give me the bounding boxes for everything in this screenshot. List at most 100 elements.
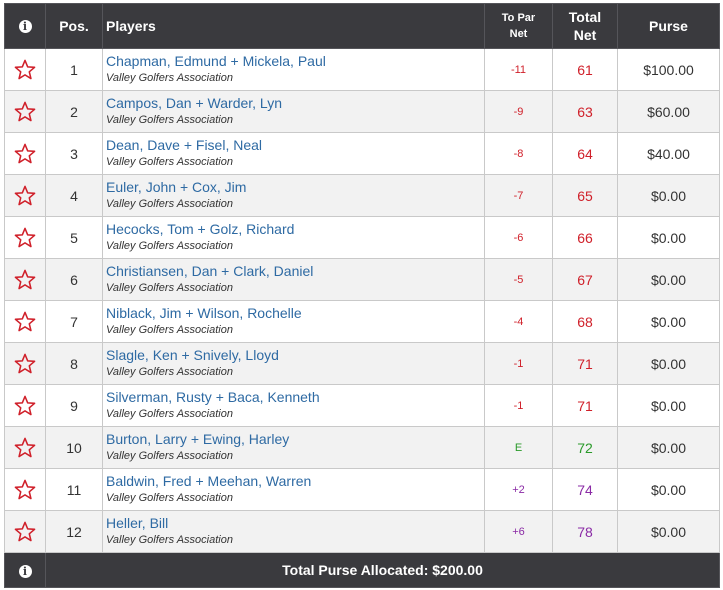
purse: $0.00 xyxy=(617,258,720,301)
player-names-link[interactable]: Slagle, Ken + Snively, Lloyd xyxy=(106,347,279,363)
star-outline-icon[interactable] xyxy=(14,311,36,332)
total-net: 66 xyxy=(552,216,618,259)
star-outline-icon[interactable] xyxy=(14,479,36,500)
position: 6 xyxy=(45,258,103,301)
header-to-par-line1: To Par xyxy=(501,12,536,24)
to-par-net: -7 xyxy=(484,174,553,217)
player-names-link[interactable]: Niblack, Jim + Wilson, Rochelle xyxy=(106,305,302,321)
position: 2 xyxy=(45,90,103,133)
purse: $0.00 xyxy=(617,342,720,385)
table-row: 1 Chapman, Edmund + Mickela, Paul Valley… xyxy=(4,48,720,91)
to-par-net: E xyxy=(484,426,553,469)
players-cell: Heller, Bill Valley Golfers Association xyxy=(102,510,485,553)
footer-info-cell[interactable]: i xyxy=(4,552,46,588)
purse: $0.00 xyxy=(617,384,720,427)
position: 9 xyxy=(45,384,103,427)
players-cell: Campos, Dan + Warder, Lyn Valley Golfers… xyxy=(102,90,485,133)
favorite-cell[interactable] xyxy=(4,510,46,553)
total-net: 68 xyxy=(552,300,618,343)
player-names-link[interactable]: Burton, Larry + Ewing, Harley xyxy=(106,431,290,447)
header-info-cell[interactable]: i xyxy=(4,3,46,49)
to-par-net: -4 xyxy=(484,300,553,343)
club-name: Valley Golfers Association xyxy=(106,72,233,84)
star-outline-icon[interactable] xyxy=(14,59,36,80)
table-body: 1 Chapman, Edmund + Mickela, Paul Valley… xyxy=(4,48,720,553)
player-names-link[interactable]: Heller, Bill xyxy=(106,515,169,531)
header-pos: Pos. xyxy=(45,3,103,49)
player-names-link[interactable]: Campos, Dan + Warder, Lyn xyxy=(106,95,282,111)
players-cell: Silverman, Rusty + Baca, Kenneth Valley … xyxy=(102,384,485,427)
total-net: 64 xyxy=(552,132,618,175)
favorite-cell[interactable] xyxy=(4,132,46,175)
favorite-cell[interactable] xyxy=(4,342,46,385)
star-outline-icon[interactable] xyxy=(14,437,36,458)
favorite-cell[interactable] xyxy=(4,258,46,301)
position: 10 xyxy=(45,426,103,469)
to-par-net: -9 xyxy=(484,90,553,133)
club-name: Valley Golfers Association xyxy=(106,492,233,504)
favorite-cell[interactable] xyxy=(4,174,46,217)
table-row: 5 Hecocks, Tom + Golz, Richard Valley Go… xyxy=(4,216,720,259)
total-net: 71 xyxy=(552,384,618,427)
player-names-link[interactable]: Hecocks, Tom + Golz, Richard xyxy=(106,221,295,237)
favorite-cell[interactable] xyxy=(4,384,46,427)
table-row: 2 Campos, Dan + Warder, Lyn Valley Golfe… xyxy=(4,90,720,133)
to-par-net: -5 xyxy=(484,258,553,301)
header-players: Players xyxy=(102,3,485,49)
table-row: 6 Christiansen, Dan + Clark, Daniel Vall… xyxy=(4,258,720,301)
favorite-cell[interactable] xyxy=(4,216,46,259)
club-name: Valley Golfers Association xyxy=(106,450,233,462)
player-names-link[interactable]: Baldwin, Fred + Meehan, Warren xyxy=(106,473,312,489)
table-row: 7 Niblack, Jim + Wilson, Rochelle Valley… xyxy=(4,300,720,343)
favorite-cell[interactable] xyxy=(4,48,46,91)
table-row: 8 Slagle, Ken + Snively, Lloyd Valley Go… xyxy=(4,342,720,385)
purse: $0.00 xyxy=(617,216,720,259)
purse: $0.00 xyxy=(617,510,720,553)
player-names-link[interactable]: Euler, John + Cox, Jim xyxy=(106,179,247,195)
leaderboard-table: i Pos. Players To Par Net Total Net Purs… xyxy=(4,3,720,588)
info-icon[interactable]: i xyxy=(18,565,32,578)
total-net: 63 xyxy=(552,90,618,133)
table-row: 10 Burton, Larry + Ewing, Harley Valley … xyxy=(4,426,720,469)
star-outline-icon[interactable] xyxy=(14,521,36,542)
purse: $0.00 xyxy=(617,468,720,511)
info-icon[interactable]: i xyxy=(18,20,32,33)
star-outline-icon[interactable] xyxy=(14,227,36,248)
to-par-net: -1 xyxy=(484,384,553,427)
table-row: 12 Heller, Bill Valley Golfers Associati… xyxy=(4,510,720,553)
purse: $0.00 xyxy=(617,300,720,343)
players-cell: Chapman, Edmund + Mickela, Paul Valley G… xyxy=(102,48,485,91)
purse: $0.00 xyxy=(617,174,720,217)
favorite-cell[interactable] xyxy=(4,426,46,469)
to-par-net: -6 xyxy=(484,216,553,259)
star-outline-icon[interactable] xyxy=(14,101,36,122)
header-total-line2: Net xyxy=(573,27,597,43)
players-cell: Slagle, Ken + Snively, Lloyd Valley Golf… xyxy=(102,342,485,385)
players-cell: Dean, Dave + Fisel, Neal Valley Golfers … xyxy=(102,132,485,175)
star-outline-icon[interactable] xyxy=(14,269,36,290)
player-names-link[interactable]: Chapman, Edmund + Mickela, Paul xyxy=(106,53,326,69)
table-header: i Pos. Players To Par Net Total Net Purs… xyxy=(4,3,720,49)
star-outline-icon[interactable] xyxy=(14,395,36,416)
total-net: 65 xyxy=(552,174,618,217)
players-cell: Euler, John + Cox, Jim Valley Golfers As… xyxy=(102,174,485,217)
position: 4 xyxy=(45,174,103,217)
star-outline-icon[interactable] xyxy=(14,143,36,164)
position: 5 xyxy=(45,216,103,259)
favorite-cell[interactable] xyxy=(4,90,46,133)
player-names-link[interactable]: Christiansen, Dan + Clark, Daniel xyxy=(106,263,314,279)
favorite-cell[interactable] xyxy=(4,300,46,343)
players-cell: Baldwin, Fred + Meehan, Warren Valley Go… xyxy=(102,468,485,511)
header-total-net: Total Net xyxy=(552,3,618,49)
favorite-cell[interactable] xyxy=(4,468,46,511)
player-names-link[interactable]: Dean, Dave + Fisel, Neal xyxy=(106,137,263,153)
header-to-par-net: To Par Net xyxy=(484,3,553,49)
position: 11 xyxy=(45,468,103,511)
total-purse-allocated: Total Purse Allocated: $200.00 xyxy=(45,552,720,588)
star-outline-icon[interactable] xyxy=(14,353,36,374)
table-row: 4 Euler, John + Cox, Jim Valley Golfers … xyxy=(4,174,720,217)
star-outline-icon[interactable] xyxy=(14,185,36,206)
player-names-link[interactable]: Silverman, Rusty + Baca, Kenneth xyxy=(106,389,320,405)
club-name: Valley Golfers Association xyxy=(106,324,233,336)
table-row: 9 Silverman, Rusty + Baca, Kenneth Valle… xyxy=(4,384,720,427)
